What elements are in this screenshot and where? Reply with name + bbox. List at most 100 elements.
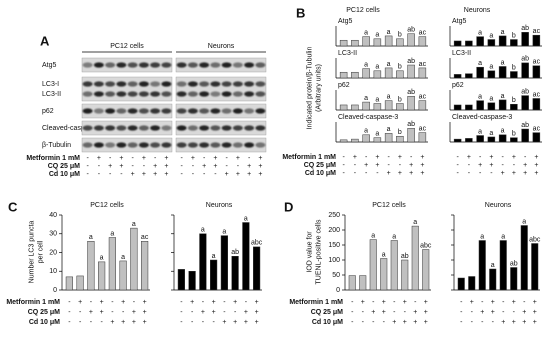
- bar: [351, 104, 359, 111]
- y-tick-label: 150: [328, 242, 340, 249]
- treatment-sign: -: [90, 299, 93, 306]
- treatment-sign: +: [190, 299, 194, 306]
- treatment-sign: -: [109, 171, 112, 178]
- treatment-sign: +: [403, 299, 407, 306]
- treatment-sign: -: [479, 154, 482, 161]
- blot-band: [232, 62, 243, 68]
- group-title: PC12 cells: [346, 7, 380, 14]
- treatment-label: Cd 10 μM: [305, 170, 336, 177]
- blot-strip: [175, 137, 267, 153]
- treatment-label: CQ 25 μM: [28, 309, 60, 316]
- treatment-label: CQ 25 μM: [304, 162, 336, 169]
- treatment-sign: +: [142, 155, 146, 162]
- y-tick-label: 30: [49, 231, 57, 238]
- bar: [373, 38, 382, 47]
- treatment-sign: -: [86, 171, 89, 178]
- blot-band: [150, 108, 161, 114]
- bar: [487, 39, 496, 47]
- blot-band: [199, 142, 210, 148]
- blot-band: [93, 81, 104, 87]
- blot-band: [105, 62, 116, 68]
- treatment-sign: -: [513, 162, 516, 169]
- treatment-sign: +: [478, 162, 482, 169]
- blot-band: [176, 62, 187, 68]
- treatment-sign: -: [471, 319, 474, 326]
- y-tick-label: 200: [328, 227, 340, 234]
- significance-letter: a: [132, 221, 136, 228]
- blot-band: [127, 142, 138, 148]
- blot-label: LC3-I: [42, 81, 59, 88]
- bar: [401, 259, 409, 291]
- significance-letter: abc: [251, 240, 263, 247]
- treatment-sign: +: [375, 162, 379, 169]
- treatment-sign: -: [414, 299, 417, 306]
- treatment-sign: +: [202, 163, 206, 170]
- y-tick-label: 40: [49, 212, 57, 219]
- blot-label: Atg5: [42, 62, 57, 69]
- blot-band: [210, 81, 221, 87]
- significance-letter: b: [398, 96, 402, 103]
- significance-letter: a: [371, 232, 375, 239]
- treatment-sign: -: [98, 171, 101, 178]
- blot-band: [221, 125, 232, 131]
- bar: [362, 36, 370, 47]
- blot-band: [150, 81, 161, 87]
- treatment-sign: +: [164, 171, 168, 178]
- bar: [384, 67, 393, 79]
- bar: [339, 104, 348, 111]
- protein-label: LC3-II: [338, 50, 357, 57]
- bar: [396, 103, 404, 111]
- treatment-sign: -: [131, 155, 134, 162]
- treatment-sign: -: [372, 299, 375, 306]
- treatment-sign: -: [404, 309, 407, 316]
- y-tick-label: 20: [49, 249, 57, 256]
- significance-letter: a: [489, 130, 493, 137]
- blot-label: LC3-II: [42, 91, 61, 98]
- significance-letter: b: [512, 64, 516, 71]
- blot-band: [221, 81, 232, 87]
- bar: [453, 40, 462, 47]
- treatment-sign: +: [212, 309, 216, 316]
- blot-band: [161, 125, 172, 131]
- bar: [498, 99, 507, 111]
- treatment-label: Cd 10 μM: [49, 171, 80, 178]
- significance-letter: a: [375, 64, 379, 71]
- blot-band: [255, 108, 266, 114]
- blot-band: [105, 81, 116, 87]
- treatment-sign: -: [524, 154, 527, 161]
- blot-strip: [175, 76, 267, 102]
- blot-band: [187, 125, 198, 131]
- blot-band: [161, 91, 172, 97]
- treatment-sign: -: [154, 155, 157, 162]
- blot-band: [199, 91, 210, 97]
- treatment-sign: -: [98, 163, 101, 170]
- bar: [362, 101, 370, 111]
- blot-band: [93, 108, 104, 114]
- protein-label: p62: [452, 82, 464, 89]
- treatment-sign: -: [68, 299, 71, 306]
- treatment-sign: -: [481, 299, 484, 306]
- blot-band: [232, 142, 243, 148]
- bar: [396, 38, 404, 47]
- treatment-sign: -: [460, 309, 463, 316]
- bar: [489, 268, 497, 291]
- treatment-sign: -: [192, 163, 195, 170]
- blot-strip: [81, 120, 173, 136]
- bar: [362, 134, 370, 143]
- significance-letter: a: [480, 233, 484, 240]
- panel-letter: B: [296, 5, 305, 20]
- group-title: PC12 cells: [372, 202, 406, 209]
- y-tick-label: 50: [332, 272, 340, 279]
- y-axis-label: IOD value for: [306, 231, 313, 273]
- protein-label: Atg5: [338, 18, 353, 25]
- blot-band: [199, 108, 210, 114]
- blot-band: [176, 125, 187, 131]
- treatment-sign: -: [111, 299, 114, 306]
- blot-band: [221, 91, 232, 97]
- treatment-sign: -: [354, 170, 357, 177]
- bar: [351, 138, 359, 143]
- bar: [476, 135, 484, 143]
- blot-band: [244, 91, 255, 97]
- bar: [422, 249, 430, 291]
- treatment-sign: +: [403, 319, 407, 326]
